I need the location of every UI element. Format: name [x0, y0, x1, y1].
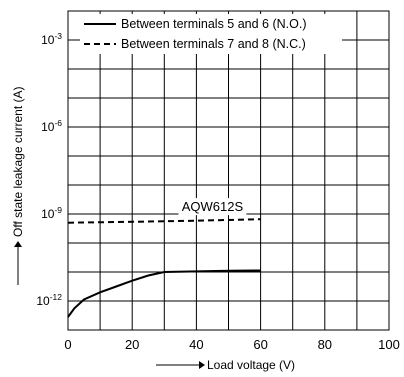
x-tick-label: 60 — [253, 337, 267, 352]
annotation-model-label: AQW612S — [182, 199, 244, 214]
legend: Between terminals 5 and 6 (N.O.) Between… — [80, 14, 342, 54]
y-axis-label-group: Off state leakage current (A) — [11, 86, 25, 285]
plot-frame — [67, 10, 390, 331]
y-tick-label: 10-3 — [41, 31, 62, 47]
y-axis-label-arrowhead — [14, 241, 22, 247]
legend-background — [80, 14, 342, 54]
y-tick-label: 10-6 — [41, 118, 62, 134]
x-axis-label-group: Load voltage (V) — [156, 358, 295, 372]
x-tick-label: 40 — [189, 337, 203, 352]
y-tick-label: 10-12 — [36, 292, 62, 308]
x-axis-label: Load voltage (V) — [207, 358, 295, 372]
legend-label-no: Between terminals 5 and 6 (N.O.) — [121, 17, 307, 31]
x-tick-label: 100 — [378, 337, 400, 352]
x-tick-labels: 0 20 40 60 80 100 — [64, 337, 399, 352]
x-axis-label-arrowhead — [199, 361, 205, 369]
y-axis-label: Off state leakage current (A) — [11, 86, 25, 237]
y-tick-labels: 10-3 10-6 10-9 10-12 — [36, 31, 62, 308]
grid-lines — [68, 11, 389, 330]
series-line-nc — [67, 218, 261, 224]
legend-label-nc: Between terminals 7 and 8 (N.C.) — [121, 37, 306, 51]
x-tick-label: 80 — [318, 337, 332, 352]
x-tick-label: 0 — [64, 337, 71, 352]
annotation-background — [178, 198, 247, 216]
annotation-group: AQW612S — [178, 198, 247, 216]
y-tick-label: 10-9 — [41, 205, 62, 221]
x-tick-label: 20 — [125, 337, 139, 352]
series-layer — [67, 218, 261, 318]
series-line-no — [67, 269, 261, 318]
